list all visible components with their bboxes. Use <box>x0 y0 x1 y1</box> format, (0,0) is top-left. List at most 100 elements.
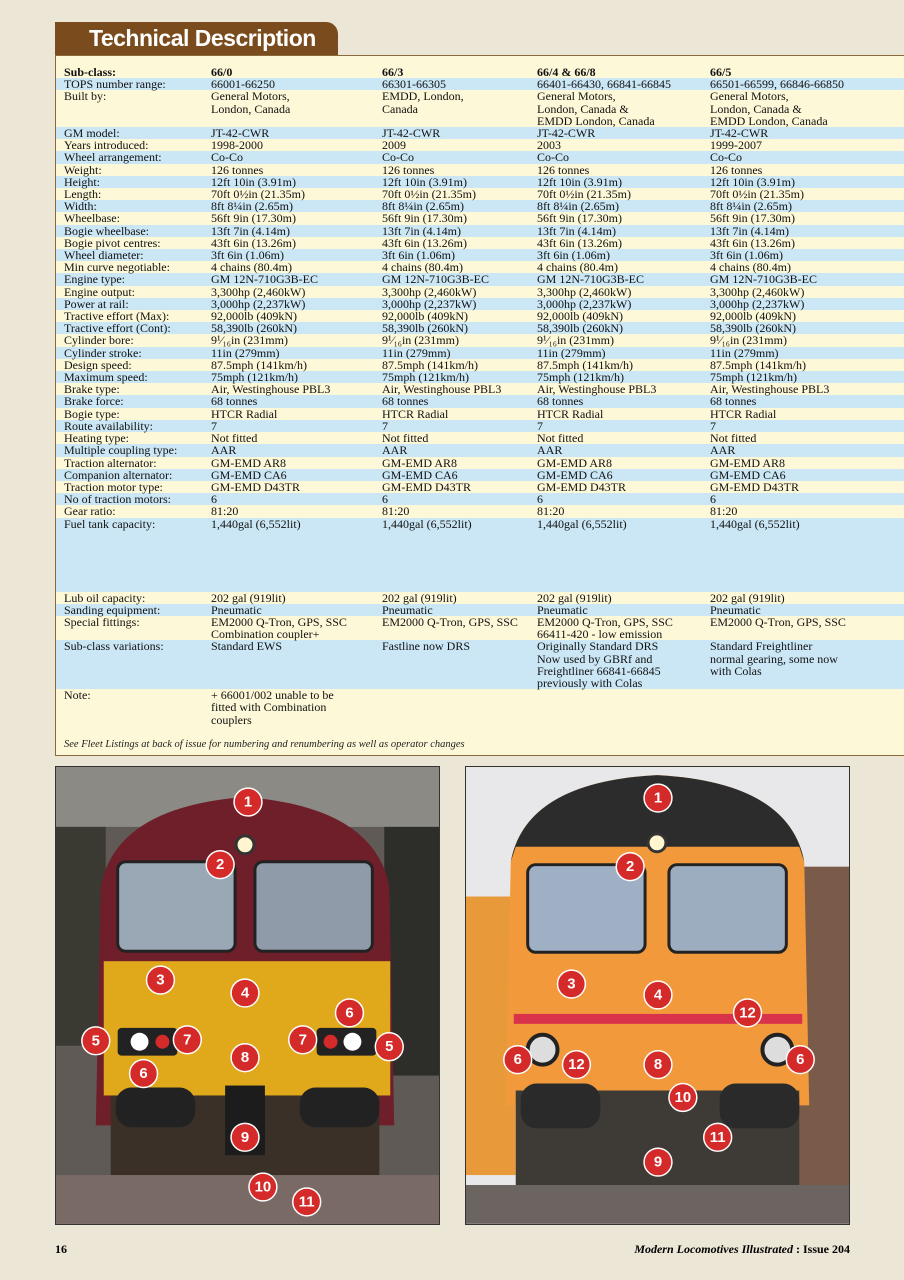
spec-value: Not fitted <box>211 431 258 446</box>
spec-row: Tractive effort (Max): 92,000lb (409kN) 92… <box>56 310 904 322</box>
spec-value: HTCR Radial <box>382 406 449 421</box>
spec-value: Pneumatic <box>537 604 710 616</box>
spec-value: AAR <box>537 444 710 457</box>
spec-value: 3,300hp (2,460kW) <box>211 284 306 299</box>
badge-label: 1 <box>244 794 252 811</box>
badge-label: 7 <box>299 1031 307 1048</box>
badge-label: 1 <box>654 790 662 807</box>
spec-value: 3,300hp (2,460kW) <box>537 284 632 299</box>
spec-value: Co-Co <box>382 151 537 164</box>
spec-value: 7 <box>710 420 904 432</box>
spec-label: Companion alternator: <box>56 468 211 481</box>
spec-label: TOPS number range: <box>56 78 211 90</box>
badge-label: 8 <box>241 1049 249 1066</box>
spec-value: 75mph (121km/h) <box>537 371 710 383</box>
spec-value: 58,390lb (260kN) <box>537 322 710 334</box>
badge-circle <box>643 1147 673 1177</box>
spec-value: 70ft 0½in (21.35m) <box>710 187 804 202</box>
spec-label: Wheel diameter: <box>56 249 211 261</box>
spec-value: 81:20 <box>537 504 565 519</box>
spec-value: 6 <box>382 493 537 505</box>
spec-value: JT-42-CWR <box>710 127 904 139</box>
badge: 7 <box>172 1025 202 1055</box>
spec-row: Heating type: Not fitted Not fitted Not fit… <box>56 432 904 444</box>
badge: 10 <box>248 1172 278 1202</box>
spec-value: 6 <box>710 493 904 505</box>
badge-label: 9 <box>241 1129 249 1146</box>
spec-label: Cylinder stroke: <box>56 346 211 359</box>
spec-row: Weight: 126 tonnes 126 tonnes 126 tonnes 126… <box>56 163 904 175</box>
spec-value: + 66001/002 unable to be fitted with Com… <box>211 688 334 727</box>
spec-value: 12ft 10in (3.91m) <box>537 176 710 188</box>
spec-value: JT-42-CWR <box>537 127 710 139</box>
badge-label: 5 <box>385 1038 393 1055</box>
badge-circle <box>128 1058 159 1089</box>
badge: 2 <box>615 851 645 882</box>
spec-value: 66501-66599, 66846-66850 <box>710 78 904 90</box>
badge-label: 4 <box>654 987 663 1004</box>
spec-row: Engine output: 3,300hp (2,460kW) 3,300hp (… <box>56 284 904 299</box>
spec-value: JT-42-CWR <box>211 127 382 139</box>
spec-row: Companion alternator: GM-EMD CA6 GM-EMD CA… <box>56 468 904 481</box>
spec-value: Not fitted <box>710 431 757 446</box>
badge-circle <box>374 1032 404 1062</box>
badge: 4 <box>230 978 260 1008</box>
badge: 3 <box>145 965 176 995</box>
spec-label: Built by: <box>64 89 107 104</box>
spec-value: 68 tonnes <box>382 395 537 408</box>
spec-value: GM-EMD AR8 <box>537 455 613 470</box>
spec-label: Wheel arrangement: <box>56 151 211 164</box>
spec-label: Bogie pivot centres: <box>64 235 161 250</box>
spec-value: 12ft 10in (3.91m) <box>710 176 904 188</box>
spec-value: 4 chains (80.4m) <box>382 260 463 275</box>
spec-value: 92,000lb (409kN) <box>211 309 297 324</box>
badge-circle <box>81 1026 111 1056</box>
spec-value: 66/0 <box>211 65 233 79</box>
badge-circle <box>145 965 176 995</box>
spec-value: 70ft 0½in (21.35m) <box>211 187 305 202</box>
badge-circle <box>732 998 763 1028</box>
spec-value: 66301-66305 <box>382 78 537 90</box>
badge-circle <box>230 1122 260 1152</box>
badge-circle <box>615 851 645 882</box>
title: Technical Description <box>89 25 316 51</box>
spec-value: 1,440gal (6,552lit) <box>537 517 710 592</box>
spec-row: Built by: General Motors, London, Canada E… <box>56 90 904 127</box>
spec-value: 202 gal (919lit) <box>382 590 457 605</box>
spec-value: 66001-66250 <box>211 78 382 90</box>
spec-value: HTCR Radial <box>537 406 604 421</box>
spec-value: 9¹⁄₁₆in (231mm) <box>537 333 614 348</box>
badge-label: 6 <box>345 1004 353 1021</box>
spec-row: Bogie type: HTCR Radial HTCR Radial HTCR Ra… <box>56 406 904 421</box>
spec-label: Power at rail: <box>56 298 211 310</box>
spec-value: 66/3 <box>382 65 404 79</box>
spec-label: Lub oil capacity: <box>64 590 146 605</box>
spec-value: 202 gal (919lit) <box>211 590 286 605</box>
spec-value: 68 tonnes <box>211 395 382 408</box>
spec-value: GM-EMD CA6 <box>211 468 382 481</box>
spec-value: 1,440gal (6,552lit) <box>382 517 537 592</box>
spec-value: EM2000 Q-Tron, GPS, SSC <box>710 614 846 629</box>
spec-value: EMDD, London, Canada <box>382 89 464 116</box>
spec-value: 3,000hp (2,237kW) <box>382 298 537 310</box>
spec-label: Brake type: <box>64 382 120 397</box>
spec-value: GM-EMD D43TR <box>211 479 300 494</box>
footnote: See Fleet Listings at back of issue for … <box>64 739 465 750</box>
spec-value: 8ft 8¼in (2.65m) <box>710 200 904 212</box>
spec-value: GM-EMD AR8 <box>211 455 287 470</box>
spec-value: AAR <box>211 444 382 457</box>
spec-value: 75mph (121km/h) <box>710 371 904 383</box>
spec-value: 202 gal (919lit) <box>710 590 785 605</box>
spec-value: 8ft 8¼in (2.65m) <box>382 200 537 212</box>
spec-value: 3,300hp (2,460kW) <box>710 284 805 299</box>
spec-value: Fastline now DRS <box>382 640 537 690</box>
spec-value: Co-Co <box>537 151 710 164</box>
spec-value: 56ft 9in (17.30m) <box>537 211 622 226</box>
spec-value: EM2000 Q-Tron, GPS, SSC <box>382 614 518 629</box>
badge-circle <box>668 1082 698 1113</box>
spec-value: GM 12N-710G3B-EC <box>382 273 537 286</box>
badge-circle <box>205 850 235 880</box>
badge: 2 <box>205 850 235 880</box>
badge: 6 <box>334 998 365 1028</box>
spec-label: Multiple coupling type: <box>56 444 211 457</box>
